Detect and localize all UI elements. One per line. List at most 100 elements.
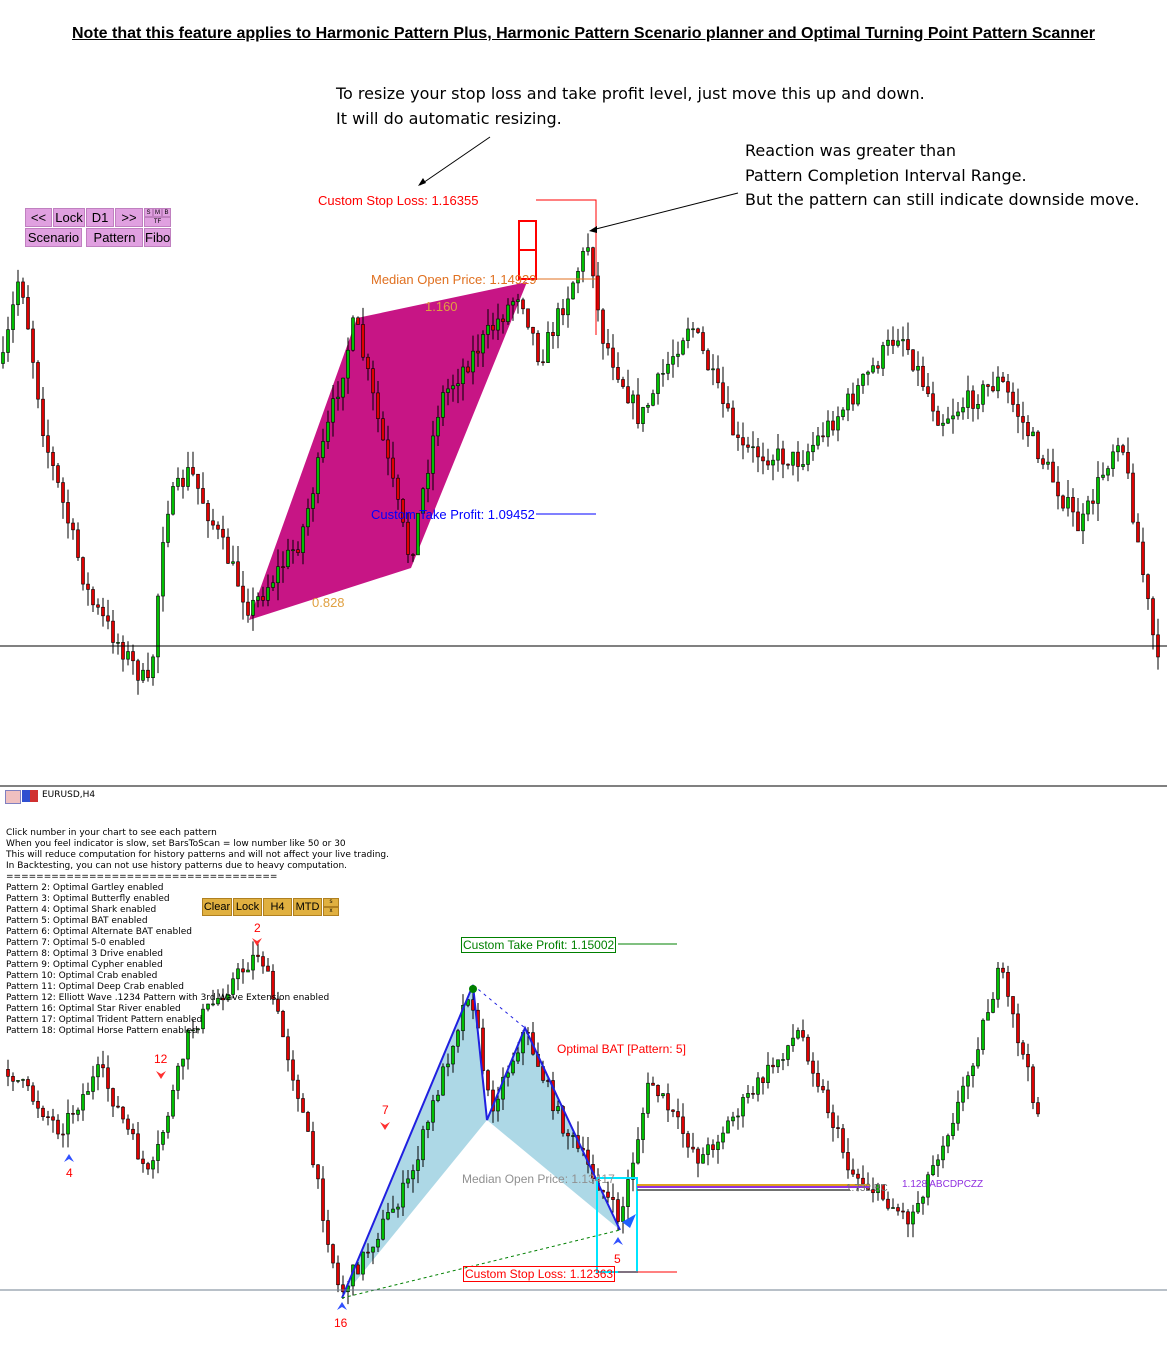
pattern-button[interactable]: Pattern (86, 228, 143, 247)
bull-candle (371, 1246, 375, 1253)
arrow-head-icon (418, 178, 426, 186)
chart-window-icon[interactable] (22, 790, 38, 802)
b-button[interactable]: B (162, 208, 171, 217)
bull-candle (171, 1090, 175, 1117)
chart-list-icon[interactable] (5, 790, 21, 804)
pattern-marker-12[interactable]: 12 (154, 1052, 168, 1066)
bull-candle (946, 418, 950, 424)
stop-loss-line (536, 199, 597, 335)
bull-candle (391, 1208, 395, 1213)
annotation-line: Pattern Completion Interval Range. (745, 165, 1027, 185)
s-button[interactable]: S (144, 208, 153, 217)
pattern-marker-7[interactable]: 7 (382, 1103, 389, 1117)
pattern-marker-5[interactable]: 5 (614, 1252, 621, 1266)
stop-loss-label[interactable]: Custom Stop Loss: 1.12363 (463, 1266, 616, 1282)
timeframe-button[interactable]: D1 (86, 208, 114, 227)
bear-candle (786, 463, 790, 466)
close-button[interactable]: x (323, 907, 339, 916)
pattern-arrow-icon (380, 1122, 390, 1130)
info-line: Click number in your chart to see each p… (6, 828, 217, 838)
bull-candle (641, 1113, 645, 1140)
bear-candle (366, 356, 370, 369)
bear-candle (1091, 500, 1095, 504)
bear-candle (1061, 495, 1065, 509)
bear-candle (971, 390, 975, 409)
tf-button[interactable]: TF (144, 217, 171, 227)
bear-candle (696, 1148, 700, 1164)
lock-button[interactable]: Lock (233, 898, 262, 916)
timeframe-button[interactable]: H4 (263, 898, 292, 916)
pattern-marker-2[interactable]: 2 (254, 921, 261, 935)
bear-candle (101, 606, 105, 617)
bull-candle (826, 420, 830, 438)
annotation-line: But the pattern can still indicate downs… (745, 190, 1140, 209)
bull-candle (286, 549, 290, 568)
bull-candle (211, 1003, 215, 1006)
clear-button[interactable]: Clear (202, 898, 232, 916)
bull-candle (1, 352, 5, 364)
pattern-marker-16[interactable]: 16 (334, 1316, 348, 1330)
bear-candle (26, 297, 30, 330)
bear-candle (1071, 497, 1075, 513)
bear-candle (1136, 521, 1140, 543)
next-button[interactable]: >> (115, 208, 143, 227)
fibo-button[interactable]: Fibo (144, 228, 171, 247)
bear-candle (926, 386, 930, 395)
stop-loss-label[interactable]: Custom Stop Loss: 1.16355 (318, 193, 479, 208)
bear-candle (1056, 481, 1060, 497)
bull-candle (306, 508, 310, 528)
take-profit-label[interactable]: Custom Take Profit: 1.09452 (371, 507, 535, 522)
bear-candle (551, 332, 555, 336)
bull-candle (451, 1045, 455, 1065)
pattern-arrow-icon (613, 1237, 623, 1245)
bear-candle (611, 347, 615, 368)
level-label: 1.128 ABCDPCZZ (902, 1179, 984, 1190)
bull-candle (921, 1196, 925, 1204)
bull-candle (576, 270, 580, 284)
bull-candle (181, 1058, 185, 1067)
bear-candle (261, 596, 265, 601)
annotation-line: Reaction was greater than (745, 141, 957, 160)
pattern-marker-4[interactable]: 4 (66, 1166, 73, 1180)
bear-candle (621, 379, 625, 387)
bear-candle (481, 1027, 485, 1071)
take-profit-label[interactable]: Custom Take Profit: 1.15002 (461, 937, 617, 953)
bull-candle (911, 1211, 915, 1225)
bear-candle (731, 407, 735, 436)
bear-candle (726, 403, 730, 409)
bull-candle (556, 308, 560, 336)
bull-candle (646, 1082, 650, 1114)
pointer-arrow (419, 136, 491, 186)
bear-candle (146, 1163, 150, 1170)
level-label: 1.732 BC (846, 1183, 888, 1194)
bear-candle (111, 620, 115, 643)
annotation-line: To resize your stop loss and take profit… (336, 84, 925, 103)
bear-candle (26, 1079, 30, 1087)
m-button[interactable]: M (153, 208, 162, 217)
bear-candle (31, 328, 35, 363)
bull-candle (741, 1097, 745, 1117)
mtd-button[interactable]: MTD (293, 898, 322, 916)
bull-candle (981, 384, 985, 405)
bull-candle (781, 1059, 785, 1061)
bear-candle (411, 554, 415, 556)
bear-candle (261, 956, 265, 967)
bear-candle (106, 1067, 110, 1089)
bear-candle (336, 1262, 340, 1286)
prev-button[interactable]: << (25, 208, 52, 227)
lock-button[interactable]: Lock (53, 208, 85, 227)
bull-candle (751, 446, 755, 449)
scenario-button[interactable]: Scenario (25, 228, 82, 247)
bull-candle (6, 329, 10, 353)
pattern-list-item: Pattern 17: Optimal Trident Pattern enab… (6, 1015, 203, 1025)
bear-candle (851, 1169, 855, 1175)
bear-candle (191, 467, 195, 475)
bull-candle (1086, 500, 1090, 515)
bear-candle (711, 1144, 715, 1150)
bear-candle (606, 343, 610, 349)
bear-candle (241, 585, 245, 603)
bear-candle (566, 1132, 570, 1137)
s-button[interactable]: s (323, 898, 339, 907)
bear-candle (61, 482, 65, 503)
